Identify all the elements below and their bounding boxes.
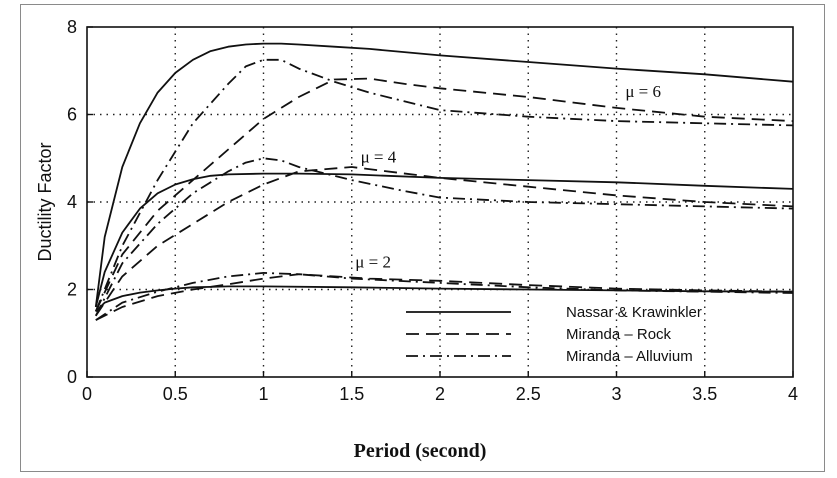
x-tick-label: 3 <box>611 384 621 404</box>
series-line-nassar-krawinkler <box>94 42 794 308</box>
x-tick-label: 1.5 <box>339 384 364 404</box>
series-line-nassar-krawinkler <box>94 172 794 308</box>
grid <box>87 27 793 377</box>
x-tick-label: 3.5 <box>692 384 717 404</box>
legend-label: Nassar & Krawinkler <box>566 304 702 321</box>
x-tick-label: 2 <box>435 384 445 404</box>
annotations: μ = 6 μ = 4 μ = 2 <box>355 82 661 272</box>
x-tick-label: 2.5 <box>516 384 541 404</box>
y-tick-label: 2 <box>67 280 77 300</box>
mu-annotation: μ = 6 <box>625 82 661 101</box>
series-line-miranda-rock <box>94 77 794 312</box>
legend: Nassar & Krawinkler Miranda – Rock Miranda… <box>406 304 702 365</box>
y-tick-label: 6 <box>67 105 77 125</box>
x-axis-label: Period (second) <box>354 440 487 462</box>
series-group <box>94 42 794 321</box>
mu-annotation: μ = 2 <box>355 253 391 272</box>
y-tick-label: 4 <box>67 192 77 212</box>
legend-label: Miranda – Rock <box>566 326 672 343</box>
chart-frame: 0 0.5 1 1.5 2 2.5 3 3.5 4 0 2 4 6 8 μ = 6 μ = 4 μ = 2 N… <box>20 4 825 472</box>
x-tick-label: 1 <box>258 384 268 404</box>
mu-annotation: μ = 4 <box>361 148 397 167</box>
series-line-miranda-alluvium <box>94 157 794 317</box>
y-axis-label: Ductility Factor <box>35 142 55 261</box>
series-line-miranda-rock <box>95 166 794 317</box>
ductility-chart: 0 0.5 1 1.5 2 2.5 3 3.5 4 0 2 4 6 8 μ = 6 μ = 4 μ = 2 N… <box>35 17 798 462</box>
series-line-miranda-alluvium <box>95 272 794 321</box>
y-tick-label: 8 <box>67 17 77 37</box>
x-tick-label: 0.5 <box>163 384 188 404</box>
y-tick-label: 0 <box>67 367 77 387</box>
series-line-miranda-rock <box>95 273 794 321</box>
axis-ticks: 0 0.5 1 1.5 2 2.5 3 3.5 4 0 2 4 6 8 <box>67 17 798 404</box>
series-line-nassar-krawinkler <box>95 285 794 313</box>
series-line-miranda-alluvium <box>94 58 794 312</box>
x-tick-label: 0 <box>82 384 92 404</box>
x-tick-label: 4 <box>788 384 798 404</box>
legend-label: Miranda – Alluvium <box>566 348 693 365</box>
